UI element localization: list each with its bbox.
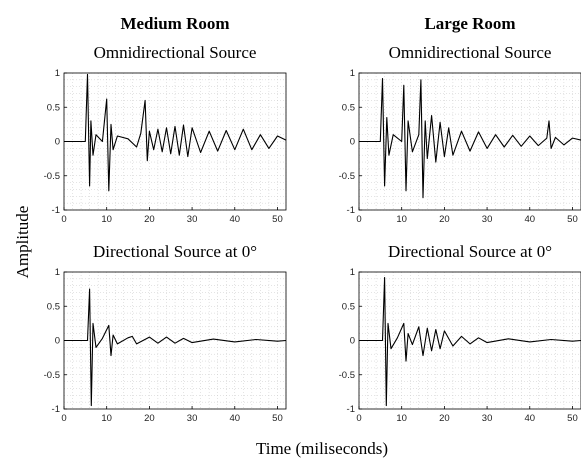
y-tick-label: -0.5 xyxy=(44,370,60,381)
y-tick-label: -1 xyxy=(52,205,60,216)
y-tick-label: -0.5 xyxy=(44,171,60,182)
signal-line xyxy=(64,288,287,407)
x-tick-label: 30 xyxy=(187,413,198,424)
x-tick-label: 50 xyxy=(567,413,578,424)
x-tick-label: 50 xyxy=(567,214,578,225)
signal-line xyxy=(64,73,287,192)
x-tick-label: 50 xyxy=(272,214,283,225)
x-tick-label: 20 xyxy=(439,214,450,225)
column-title-large-room: Large Room xyxy=(424,14,515,33)
y-tick-label: 0.5 xyxy=(342,102,355,113)
x-tick-label: 10 xyxy=(396,214,407,225)
y-tick-label: -0.5 xyxy=(339,370,355,381)
x-tick-label: 40 xyxy=(524,413,535,424)
y-tick-label: 1 xyxy=(350,68,355,79)
x-tick-label: 0 xyxy=(356,413,361,424)
y-tick-label: 0.5 xyxy=(47,301,60,312)
y-tick-label: 1 xyxy=(350,267,355,278)
y-tick-label: -1 xyxy=(52,404,60,415)
panel-title-medium-directional: Directional Source at 0° xyxy=(93,242,257,261)
x-tick-label: 0 xyxy=(61,413,66,424)
y-tick-label: 0 xyxy=(350,336,355,347)
x-tick-label: 10 xyxy=(101,214,112,225)
panel-title-medium-omni: Omnidirectional Source xyxy=(94,43,257,62)
panel-title-large-directional: Directional Source at 0° xyxy=(388,242,552,261)
y-tick-label: 1 xyxy=(55,68,60,79)
column-title-medium-room: Medium Room xyxy=(120,14,229,33)
x-tick-label: 10 xyxy=(101,413,112,424)
panel-medium-directional: 0 10 20 30 40 50 1 0.5 0 -0.5 -1 xyxy=(44,267,287,424)
panel-large-directional: 0 10 20 30 40 50 1 0.5 0 -0.5 -1 xyxy=(339,267,581,424)
x-tick-label: 40 xyxy=(524,214,535,225)
x-tick-label: 30 xyxy=(187,214,198,225)
y-tick-label: 1 xyxy=(55,267,60,278)
y-tick-label: 0.5 xyxy=(342,301,355,312)
x-tick-label: 40 xyxy=(229,214,240,225)
y-tick-label: 0 xyxy=(55,137,60,148)
y-tick-label: -0.5 xyxy=(339,171,355,182)
signal-line xyxy=(359,77,581,199)
x-tick-label: 30 xyxy=(482,214,493,225)
x-tick-label: 20 xyxy=(439,413,450,424)
panel-title-large-omni: Omnidirectional Source xyxy=(389,43,552,62)
x-tick-label: 0 xyxy=(356,214,361,225)
panel-medium-omni: 0 10 20 30 40 50 1 0.5 0 -0.5 -1 xyxy=(44,68,287,225)
y-tick-label: 0 xyxy=(55,336,60,347)
x-tick-label: 50 xyxy=(272,413,283,424)
x-tick-label: 40 xyxy=(229,413,240,424)
x-tick-label: 10 xyxy=(396,413,407,424)
x-tick-label: 30 xyxy=(482,413,493,424)
x-tick-label: 0 xyxy=(61,214,66,225)
x-axis-label: Time (miliseconds) xyxy=(256,439,388,458)
y-tick-label: -1 xyxy=(347,205,355,216)
signal-line xyxy=(359,276,581,407)
panel-large-omni: 0 10 20 30 40 50 1 0.5 0 -0.5 -1 xyxy=(339,68,581,225)
y-axis-label: Amplitude xyxy=(13,206,32,279)
y-tick-label: 0 xyxy=(350,137,355,148)
y-tick-label: 0.5 xyxy=(47,102,60,113)
x-tick-label: 20 xyxy=(144,413,155,424)
y-tick-label: -1 xyxy=(347,404,355,415)
x-tick-label: 20 xyxy=(144,214,155,225)
